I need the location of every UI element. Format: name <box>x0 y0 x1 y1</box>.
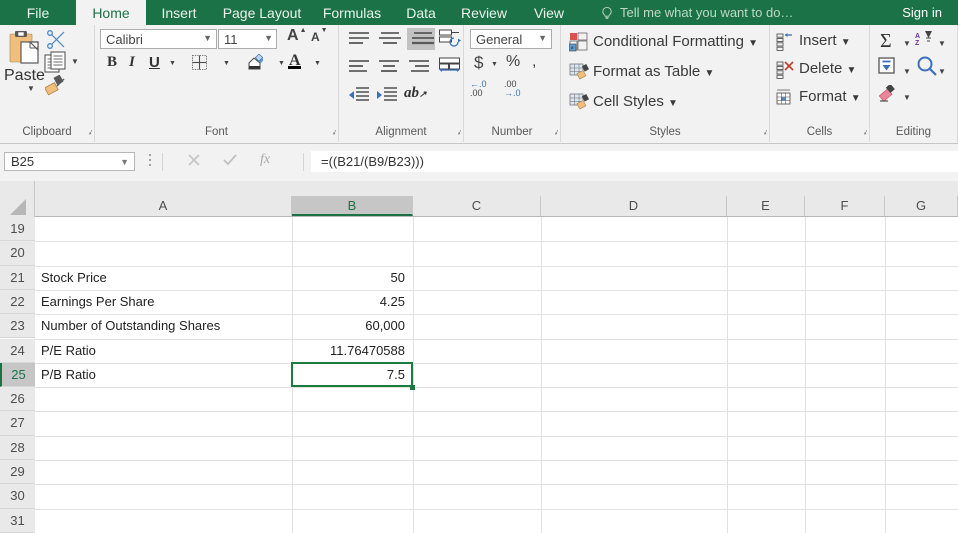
svg-text:Z: Z <box>915 40 920 47</box>
svg-text:≠: ≠ <box>571 45 574 51</box>
svg-text:A: A <box>915 33 920 40</box>
